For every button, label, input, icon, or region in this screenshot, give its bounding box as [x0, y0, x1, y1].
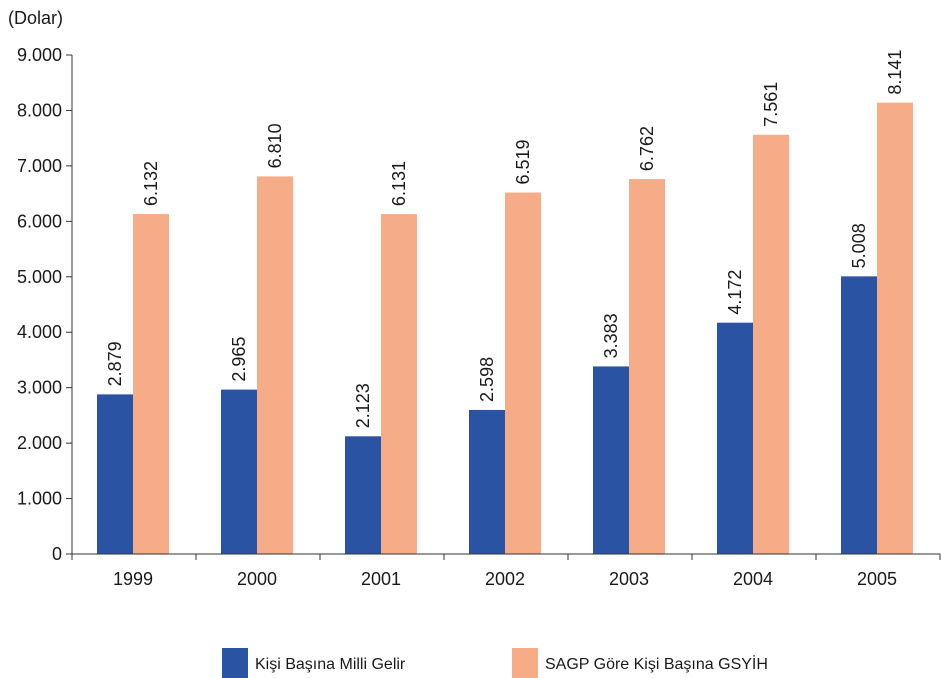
x-tick-label: 2001: [361, 569, 401, 589]
value-label: 6.810: [265, 123, 285, 168]
value-label: 3.383: [601, 313, 621, 358]
x-tick-label: 2003: [609, 569, 649, 589]
y-axis-unit-label: (Dolar): [8, 8, 63, 28]
value-label: 2.123: [353, 383, 373, 428]
legend-label: SAGP Göre Kişi Başına GSYİH: [545, 654, 768, 673]
value-labels-group: 2.879 2.965 2.123 2.598 3.383 4.172 5.008 6.132…: [105, 50, 905, 429]
y-tick-label: 3.000: [17, 378, 62, 398]
bar-milli-gelir-1999: [97, 394, 133, 554]
bar-gsyih-2003: [629, 179, 665, 555]
x-tick-label: 2005: [857, 569, 897, 589]
value-label: 8.141: [885, 50, 905, 95]
bar-milli-gelir-2005: [841, 276, 877, 554]
bar-gsyih-2004: [753, 134, 789, 555]
y-tick-label: 7.000: [17, 156, 62, 176]
value-label: 2.879: [105, 341, 125, 386]
y-tick-label: 8.000: [17, 100, 62, 120]
value-label: 2.965: [229, 337, 249, 382]
bar-milli-gelir-2004: [717, 322, 753, 554]
legend-swatch: [512, 648, 538, 678]
x-axis: 1999 2000 2001 2002 2003 2004 2005: [71, 553, 941, 589]
value-label: 2.598: [477, 357, 497, 402]
bar-gsyih-2002: [505, 192, 541, 554]
bar-milli-gelir-2003: [593, 366, 629, 554]
value-label: 7.561: [761, 82, 781, 127]
value-label: 6.132: [141, 161, 161, 206]
legend: Kişi Başına Milli Gelir SAGP Göre Kişi Ba…: [222, 648, 768, 678]
y-tick-label: 9.000: [17, 45, 62, 65]
y-tick-label: 0: [52, 544, 62, 564]
value-label: 6.131: [389, 161, 409, 206]
x-tick-label: 2002: [485, 569, 525, 589]
bar-gsyih-2001: [381, 214, 417, 554]
bar-milli-gelir-2002: [469, 409, 505, 554]
bar-gsyih-2000: [257, 176, 293, 554]
value-label: 6.519: [513, 140, 533, 185]
bar-milli-gelir-2001: [345, 436, 381, 554]
bar-gsyih-2005: [877, 102, 913, 555]
x-tick-label: 2004: [733, 569, 773, 589]
bar-gsyih-1999: [133, 214, 169, 555]
legend-label: Kişi Başına Milli Gelir: [255, 656, 406, 673]
y-tick-label: 1.000: [17, 489, 62, 509]
x-tick-label: 2000: [237, 569, 277, 589]
bar-milli-gelir-2000: [221, 389, 257, 554]
value-label: 6.762: [637, 126, 657, 171]
value-label: 4.172: [725, 270, 745, 315]
y-tick-label: 6.000: [17, 211, 62, 231]
y-tick-label: 2.000: [17, 433, 62, 453]
bar-series-group: [97, 102, 913, 555]
y-tick-label: 4.000: [17, 322, 62, 342]
y-tick-label: 5.000: [17, 267, 62, 287]
value-label: 5.008: [849, 223, 869, 268]
x-tick-label: 1999: [113, 569, 153, 589]
y-axis: 0 1.000 2.000 3.000 4.000 5.000 6.000 7.000 8.00…: [17, 45, 73, 564]
legend-swatch: [222, 648, 248, 678]
